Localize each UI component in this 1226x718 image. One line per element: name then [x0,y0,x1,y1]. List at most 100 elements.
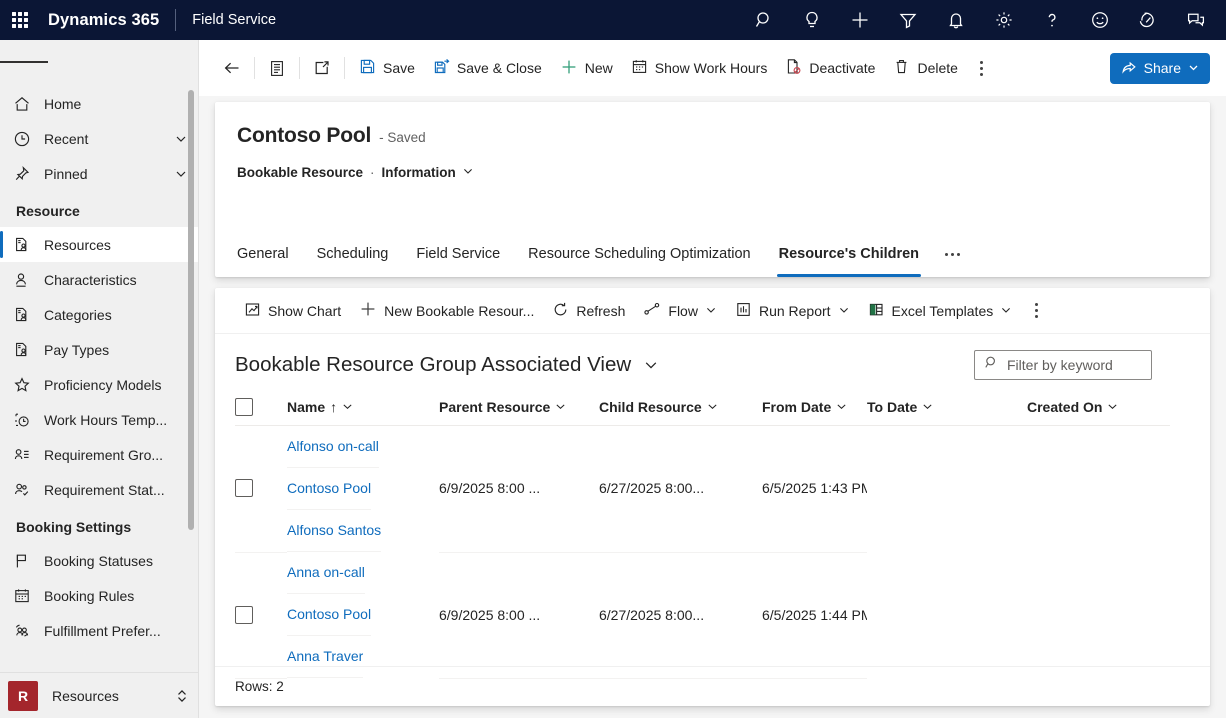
column-header-label: Parent Resource [439,399,551,415]
home-icon [0,95,44,113]
app-launcher-icon[interactable] [0,0,40,40]
search-icon [984,355,999,375]
parent-resource-link[interactable]: Contoso Pool [287,480,372,496]
question-icon[interactable] [1028,0,1076,40]
clock-icon [0,130,44,148]
sidebar-item-characteristics[interactable]: Characteristics [0,262,198,297]
save-icon [359,58,376,78]
brand-title[interactable]: Dynamics 365 [48,10,160,29]
save-and-close-button[interactable]: Save & Close [424,51,551,85]
plus-icon[interactable] [836,0,884,40]
delete-button[interactable]: Delete [884,51,966,85]
save-button[interactable]: Save [350,51,424,85]
row-checkbox-cell[interactable] [235,552,287,679]
area-switcher[interactable]: R Resources [0,672,198,718]
row-checkbox[interactable] [235,479,253,498]
new-button[interactable]: New [551,51,622,85]
open-in-new-window-icon[interactable] [305,51,339,85]
sidebar-item-categories[interactable]: Categories [0,297,198,332]
row-checkbox[interactable] [235,605,253,624]
tab-resources-children[interactable]: Resource's Children [765,231,933,277]
flow-button[interactable]: Flow [634,294,726,328]
command-divider [254,57,255,79]
tab-label: General [237,246,289,262]
parent-resource-link[interactable]: Contoso Pool [287,606,372,622]
assistant-icon[interactable] [1124,0,1172,40]
cell-parent-resource[interactable]: Contoso Pool [287,468,372,510]
child-resource-link[interactable]: Anna Traver [287,648,364,664]
cell-created-on: 6/5/2025 1:44 PM [762,552,867,679]
chevron-down-icon[interactable] [163,132,198,146]
new-bookable-resource-button[interactable]: New Bookable Resour... [350,294,543,328]
sidebar-item-recent[interactable]: Recent [0,121,198,156]
hamburger-menu-icon[interactable] [0,40,48,84]
child-resource-link[interactable]: Alfonso Santos [287,522,382,538]
sidebar-scrollbar[interactable] [188,90,194,530]
bell-icon[interactable] [932,0,980,40]
column-header-created-on[interactable]: Created On [1027,390,1170,426]
show-chart-button[interactable]: Show Chart [235,294,350,328]
sidebar-item-home[interactable]: Home [0,86,198,121]
sidebar-item-resources[interactable]: Resources [0,227,198,262]
run-report-button[interactable]: Run Report [726,294,859,328]
sidebar-item-proficiency-models[interactable]: Proficiency Models [0,367,198,402]
cell-child-resource[interactable]: Anna Traver [287,636,364,678]
cell-to-date: 6/27/2025 8:00... [599,425,762,553]
row-checkbox-cell[interactable] [235,425,287,553]
trash-icon [893,58,910,78]
excel-templates-button[interactable]: Excel Templates [859,294,1022,328]
table-row[interactable]: Alfonso on-call Contoso Pool Alfonso San… [235,425,1170,553]
column-header-name[interactable]: Name ↑ [287,390,439,426]
form-tab-strip: General Scheduling Field Service Resourc… [215,229,1210,277]
view-selector-chevron-down-icon[interactable] [643,357,659,373]
cell-parent-resource[interactable]: Contoso Pool [287,594,372,636]
refresh-button[interactable]: Refresh [543,294,634,328]
name-link[interactable]: Alfonso on-call [287,438,379,454]
sidebar-item-booking-statuses[interactable]: Booking Statuses [0,543,198,578]
share-icon [1121,59,1137,78]
sidebar-item-requirement-groups[interactable]: Requirement Gro... [0,437,198,472]
gear-icon[interactable] [980,0,1028,40]
tab-overflow-icon[interactable] [933,231,972,277]
share-button[interactable]: Share [1109,52,1210,84]
app-name-label[interactable]: Field Service [192,12,277,28]
select-all-checkbox-header[interactable] [235,390,287,426]
column-header-to-date[interactable]: To Date [867,390,1027,426]
filter-icon[interactable] [884,0,932,40]
search-icon[interactable] [740,0,788,40]
name-link[interactable]: Anna on-call [287,564,365,580]
tab-scheduling[interactable]: Scheduling [303,231,403,277]
smiley-icon[interactable] [1076,0,1124,40]
sidebar-item-fulfillment-preferences[interactable]: Fulfillment Prefer... [0,613,198,648]
column-header-child-resource[interactable]: Child Resource [599,390,762,426]
tab-general[interactable]: General [237,231,303,277]
sidebar-item-requirement-status[interactable]: Requirement Stat... [0,472,198,507]
search-input[interactable]: Filter by keyword [974,350,1152,380]
show-work-hours-button[interactable]: Show Work Hours [622,51,777,85]
select-all-checkbox[interactable] [235,398,253,416]
chevron-down-icon[interactable] [163,167,198,181]
lightbulb-icon[interactable] [788,0,836,40]
chat-icon[interactable] [1172,0,1220,40]
form-selector-icon[interactable] [260,51,294,85]
form-selector-button[interactable]: Information [382,165,474,180]
sidebar-item-booking-rules[interactable]: Booking Rules [0,578,198,613]
tab-resource-scheduling-optimization[interactable]: Resource Scheduling Optimization [514,231,764,277]
command-overflow-icon[interactable] [967,52,997,84]
chevron-up-down-icon[interactable] [165,688,198,704]
chevron-down-icon[interactable] [1188,60,1199,76]
sidebar-item-work-hours-templates[interactable]: Work Hours Temp... [0,402,198,437]
sidebar-item-pinned[interactable]: Pinned [0,156,198,191]
cell-name[interactable]: Alfonso on-call [287,426,379,468]
subgrid-overflow-icon[interactable] [1021,295,1051,327]
tab-field-service[interactable]: Field Service [402,231,514,277]
back-arrow-icon[interactable] [215,51,249,85]
sidebar-item-pay-types[interactable]: Pay Types [0,332,198,367]
column-header-parent-resource[interactable]: Parent Resource [439,390,599,426]
column-header-from-date[interactable]: From Date [762,390,867,426]
deactivate-button[interactable]: Deactivate [776,51,884,85]
sidebar-item-label: Proficiency Models [44,376,162,393]
table-row[interactable]: Anna on-call Contoso Pool Anna Traver 6/… [235,552,1170,679]
cell-name[interactable]: Anna on-call [287,552,365,594]
cell-child-resource[interactable]: Alfonso Santos [287,510,382,552]
